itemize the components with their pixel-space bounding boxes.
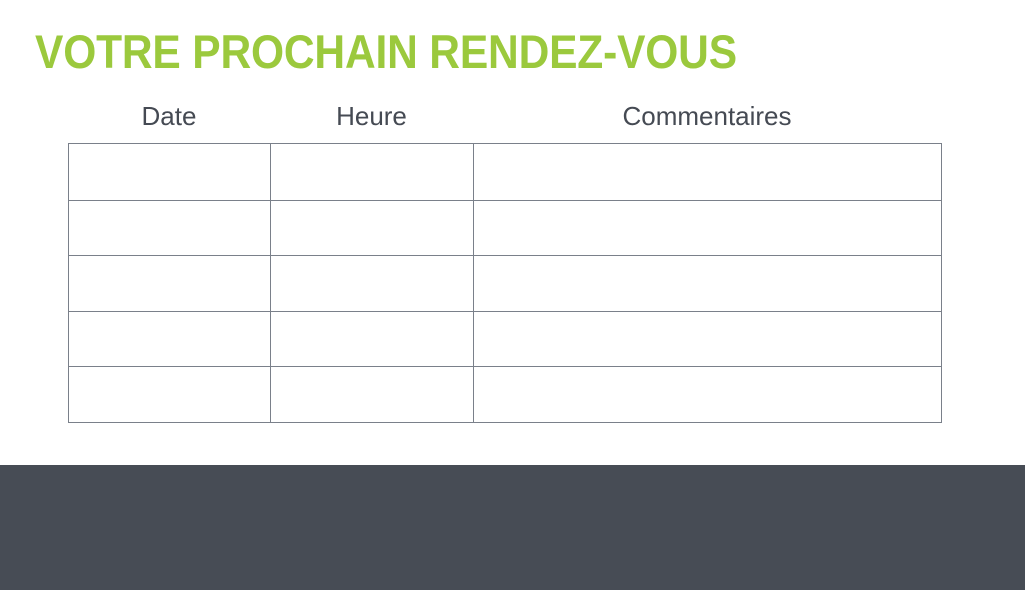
column-header-heure: Heure: [336, 101, 407, 131]
column-header-commentaires: Commentaires: [622, 101, 792, 131]
cell-heure[interactable]: [270, 199, 474, 256]
appointments-table-body: [68, 143, 942, 423]
cell-date[interactable]: [68, 255, 271, 312]
column-header-date: Date: [141, 101, 197, 131]
table-row: [68, 199, 942, 256]
cell-heure[interactable]: [270, 255, 474, 312]
cell-date[interactable]: [68, 310, 271, 367]
table-row: [68, 366, 942, 423]
cell-date[interactable]: [68, 143, 271, 201]
cell-heure[interactable]: [270, 143, 474, 201]
footer-band: [0, 465, 1025, 590]
cell-commentaires[interactable]: [473, 366, 942, 423]
page-title: VOTRE PROCHAIN RENDEZ-VOUS: [35, 25, 737, 78]
table-row: [68, 310, 942, 367]
cell-heure[interactable]: [270, 366, 474, 423]
cell-heure[interactable]: [270, 310, 474, 367]
table-row: [68, 143, 942, 201]
cell-date[interactable]: [68, 199, 271, 256]
cell-date[interactable]: [68, 366, 271, 423]
cell-commentaires[interactable]: [473, 199, 942, 256]
cell-commentaires[interactable]: [473, 310, 942, 367]
cell-commentaires[interactable]: [473, 143, 942, 201]
cell-commentaires[interactable]: [473, 255, 942, 312]
table-column-headers: Date Heure Commentaires: [68, 100, 941, 138]
table-row: [68, 255, 942, 312]
appointments-table: [68, 143, 942, 423]
